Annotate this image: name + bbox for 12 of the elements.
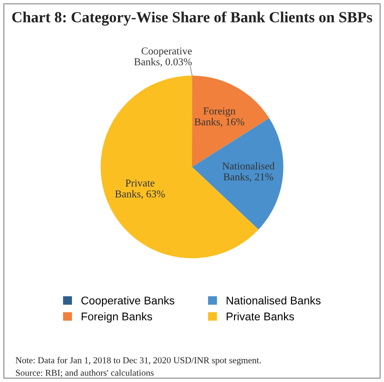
legend-label: Private Banks: [226, 312, 294, 320]
legend-label: Nationalised Banks: [226, 296, 321, 304]
data-label: Private Banks, 63%: [115, 180, 165, 199]
data-label: Cooperative Banks, 0.03%: [134, 47, 192, 67]
chart-title: Chart 8: Category-Wise Share of Bank Clients on SBPs: [12, 11, 372, 26]
pie-slice: [192, 118, 284, 230]
data-label: Nationalised Banks, 21%: [222, 162, 275, 182]
text: Note: Data for Jan 1, 2018 to Dec 31, 2020 USD/INR spot segment.: [16, 356, 261, 366]
legend-label: Cooperative Banks: [81, 296, 174, 307]
source-note: Source: RBI; and authors' calculations: [16, 370, 154, 378]
data-label: Foreign Banks, 16%: [194, 107, 244, 127]
legend-label: Foreign Banks: [82, 312, 152, 323]
